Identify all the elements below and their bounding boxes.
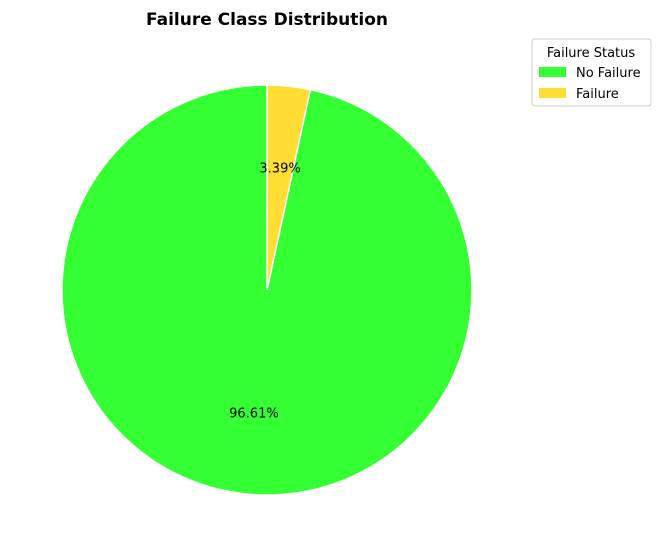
legend-swatch-failure [539,88,566,98]
legend-title: Failure Status [547,46,636,61]
pie-slices [61,84,473,496]
pie-percent-labels: 96.61% 3.39% [229,162,301,422]
pie-slice-failure [266,84,312,291]
pie-label-failure: 3.39% [259,162,300,177]
legend-swatch-no-failure [539,67,566,77]
legend: Failure Status No Failure Failure [531,38,652,107]
legend-label-no-failure: No Failure [576,66,641,81]
legend-items: No Failure Failure [539,66,641,102]
pie-label-no-failure: 96.61% [229,406,279,421]
chart-title: Failure Class Distribution [146,10,388,30]
legend-label-failure: Failure [576,87,619,102]
